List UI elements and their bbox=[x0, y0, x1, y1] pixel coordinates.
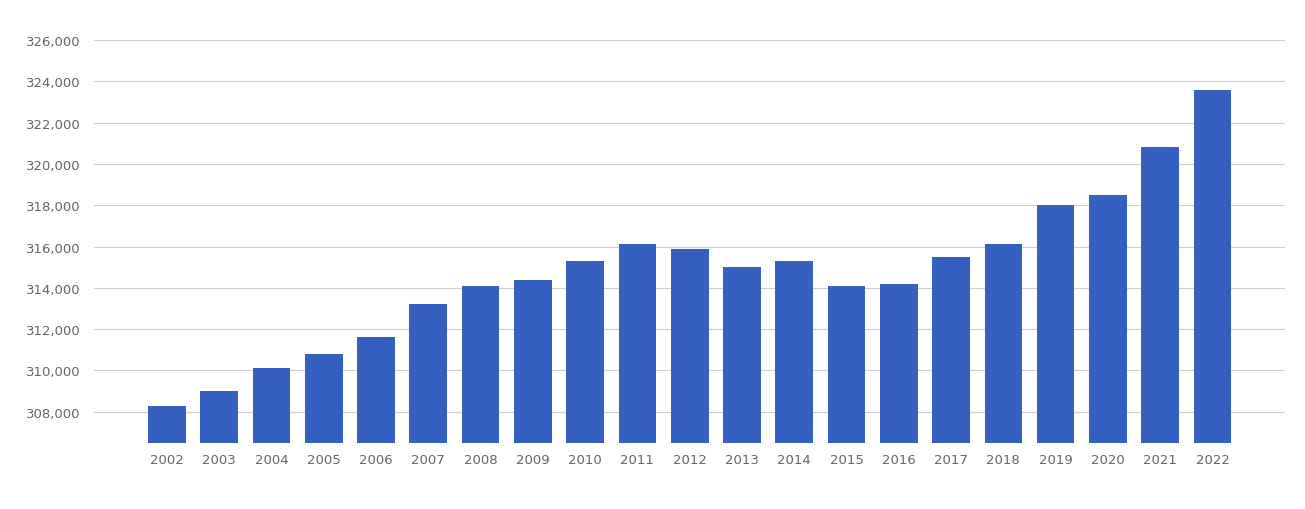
Bar bbox=[462, 286, 500, 509]
Bar bbox=[671, 249, 709, 509]
Bar bbox=[358, 338, 395, 509]
Bar bbox=[723, 268, 761, 509]
Bar bbox=[514, 280, 552, 509]
Bar bbox=[619, 245, 656, 509]
Bar bbox=[1090, 195, 1126, 509]
Bar bbox=[984, 245, 1022, 509]
Bar bbox=[932, 258, 970, 509]
Bar bbox=[253, 369, 290, 509]
Bar bbox=[410, 305, 448, 509]
Bar bbox=[147, 406, 185, 509]
Bar bbox=[566, 262, 604, 509]
Bar bbox=[201, 391, 238, 509]
Bar bbox=[305, 354, 343, 509]
Bar bbox=[775, 262, 813, 509]
Bar bbox=[827, 286, 865, 509]
Bar bbox=[1194, 91, 1232, 509]
Bar bbox=[1036, 206, 1074, 509]
Bar bbox=[1142, 148, 1178, 509]
Bar bbox=[880, 284, 917, 509]
